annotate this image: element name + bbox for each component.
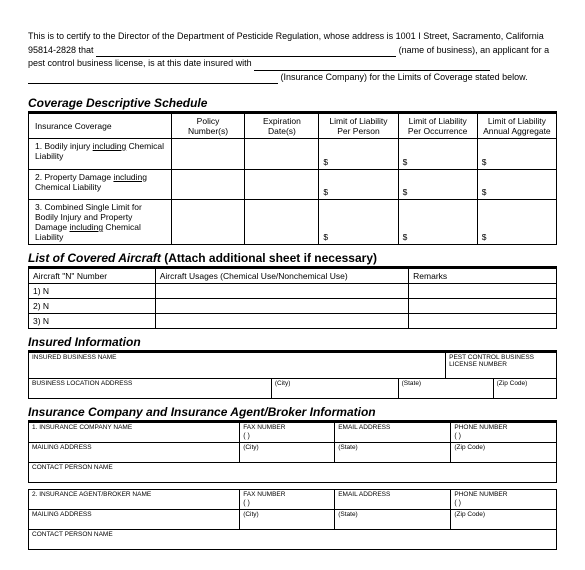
cov-r1-d1[interactable]: $ <box>319 155 398 170</box>
cov-h5: Limit of Liability Annual Aggregate <box>477 114 556 139</box>
insured-table: INSURED BUSINESS NAME PEST CONTROL BUSIN… <box>28 352 557 399</box>
coverage-title: Coverage Descriptive Schedule <box>28 96 557 113</box>
cov-r3-d2[interactable]: $ <box>398 226 477 245</box>
coverage-table: Insurance Coverage Policy Number(s) Expi… <box>28 113 557 245</box>
phone2-paren[interactable]: ( ) <box>451 500 557 509</box>
ac-h0: Aircraft "N" Number <box>29 269 156 284</box>
ac-r3[interactable]: 3) N <box>29 314 156 329</box>
lbl-email2: EMAIL ADDRESS <box>335 489 451 500</box>
lbl-busname: INSURED BUSINESS NAME <box>29 353 446 370</box>
lbl-email1: EMAIL ADDRESS <box>335 422 451 433</box>
lbl-phone1: PHONE NUMBER <box>451 422 557 433</box>
blank-insured-with-2[interactable] <box>28 73 278 84</box>
fax1-paren[interactable]: ( ) <box>240 433 335 442</box>
lbl-addr: BUSINESS LOCATION ADDRESS <box>29 378 272 389</box>
lbl-zip1: (Zip Code) <box>451 442 557 453</box>
ac-h1: Aircraft Usages (Chemical Use/Nonchemica… <box>155 269 408 284</box>
lbl-city: (City) <box>271 378 398 389</box>
lbl-phone2: PHONE NUMBER <box>451 489 557 500</box>
lbl-agent: 2. INSURANCE AGENT/BROKER NAME <box>29 489 240 500</box>
cov-h4: Limit of Liability Per Occurrence <box>398 114 477 139</box>
cov-r1-d2[interactable]: $ <box>398 155 477 170</box>
lbl-state1: (State) <box>335 442 451 453</box>
intro-line2a: pest control business license, is at thi… <box>28 58 252 68</box>
lbl-city2: (City) <box>240 509 335 520</box>
aircraft-table: Aircraft "N" Number Aircraft Usages (Che… <box>28 268 557 329</box>
blank-insured-with-1[interactable] <box>254 60 490 71</box>
lbl-state2: (State) <box>335 509 451 520</box>
cov-h3: Limit of Liability Per Person <box>319 114 398 139</box>
phone1-paren[interactable]: ( ) <box>451 433 557 442</box>
cov-row2-label: 2. Property Damage including Chemical Li… <box>29 169 172 200</box>
cov-h1: Policy Number(s) <box>171 114 245 139</box>
ac-h2: Remarks <box>409 269 557 284</box>
cov-r2-d1[interactable]: $ <box>319 185 398 200</box>
blank-business-name[interactable] <box>96 46 396 57</box>
lbl-zip: (Zip Code) <box>493 378 556 389</box>
intro-line1b: 95814-2828 that <box>28 45 94 55</box>
cov-row3-label: 3. Combined Single Limit for Bodily Inju… <box>29 200 172 245</box>
lbl-inscompany: 1. INSURANCE COMPANY NAME <box>29 422 240 433</box>
fax2-paren[interactable]: ( ) <box>240 500 335 509</box>
cov-r2-d3[interactable]: $ <box>477 185 556 200</box>
lbl-fax1: FAX NUMBER <box>240 422 335 433</box>
lbl-contact2: CONTACT PERSON NAME <box>29 529 557 540</box>
lbl-state: (State) <box>398 378 493 389</box>
lbl-license: PEST CONTROL BUSINESS LICENSE NUMBER <box>446 353 557 370</box>
lbl-fax2: FAX NUMBER <box>240 489 335 500</box>
intro-paragraph: This is to certify to the Director of th… <box>28 30 557 84</box>
company-title: Insurance Company and Insurance Agent/Br… <box>28 405 557 422</box>
cov-r2-d2[interactable]: $ <box>398 185 477 200</box>
intro-nameofbusiness: (name of business), an applicant for a <box>399 45 550 55</box>
company-table-1: 1. INSURANCE COMPANY NAME FAX NUMBER EMA… <box>28 422 557 483</box>
lbl-zip2: (Zip Code) <box>451 509 557 520</box>
lbl-mailing2: MAILING ADDRESS <box>29 509 240 520</box>
cov-r3-d3[interactable]: $ <box>477 226 556 245</box>
ac-r2[interactable]: 2) N <box>29 299 156 314</box>
lbl-city1: (City) <box>240 442 335 453</box>
ac-r1[interactable]: 1) N <box>29 284 156 299</box>
cov-h2: Expiration Date(s) <box>245 114 319 139</box>
lbl-mailing1: MAILING ADDRESS <box>29 442 240 453</box>
insured-title: Insured Information <box>28 335 557 352</box>
lbl-contact1: CONTACT PERSON NAME <box>29 462 557 473</box>
intro-inscompany: (Insurance Company) for the Limits of Co… <box>281 72 528 82</box>
aircraft-title: List of Covered Aircraft (Attach additio… <box>28 251 557 268</box>
cov-r3-d1[interactable]: $ <box>319 226 398 245</box>
cov-r1-d3[interactable]: $ <box>477 155 556 170</box>
intro-line1a: This is to certify to the Director of th… <box>28 31 544 41</box>
cov-h0: Insurance Coverage <box>29 114 172 139</box>
cov-row1-label: 1. Bodily injury including Chemical Liab… <box>29 139 172 170</box>
company-table-2: 2. INSURANCE AGENT/BROKER NAME FAX NUMBE… <box>28 489 557 550</box>
